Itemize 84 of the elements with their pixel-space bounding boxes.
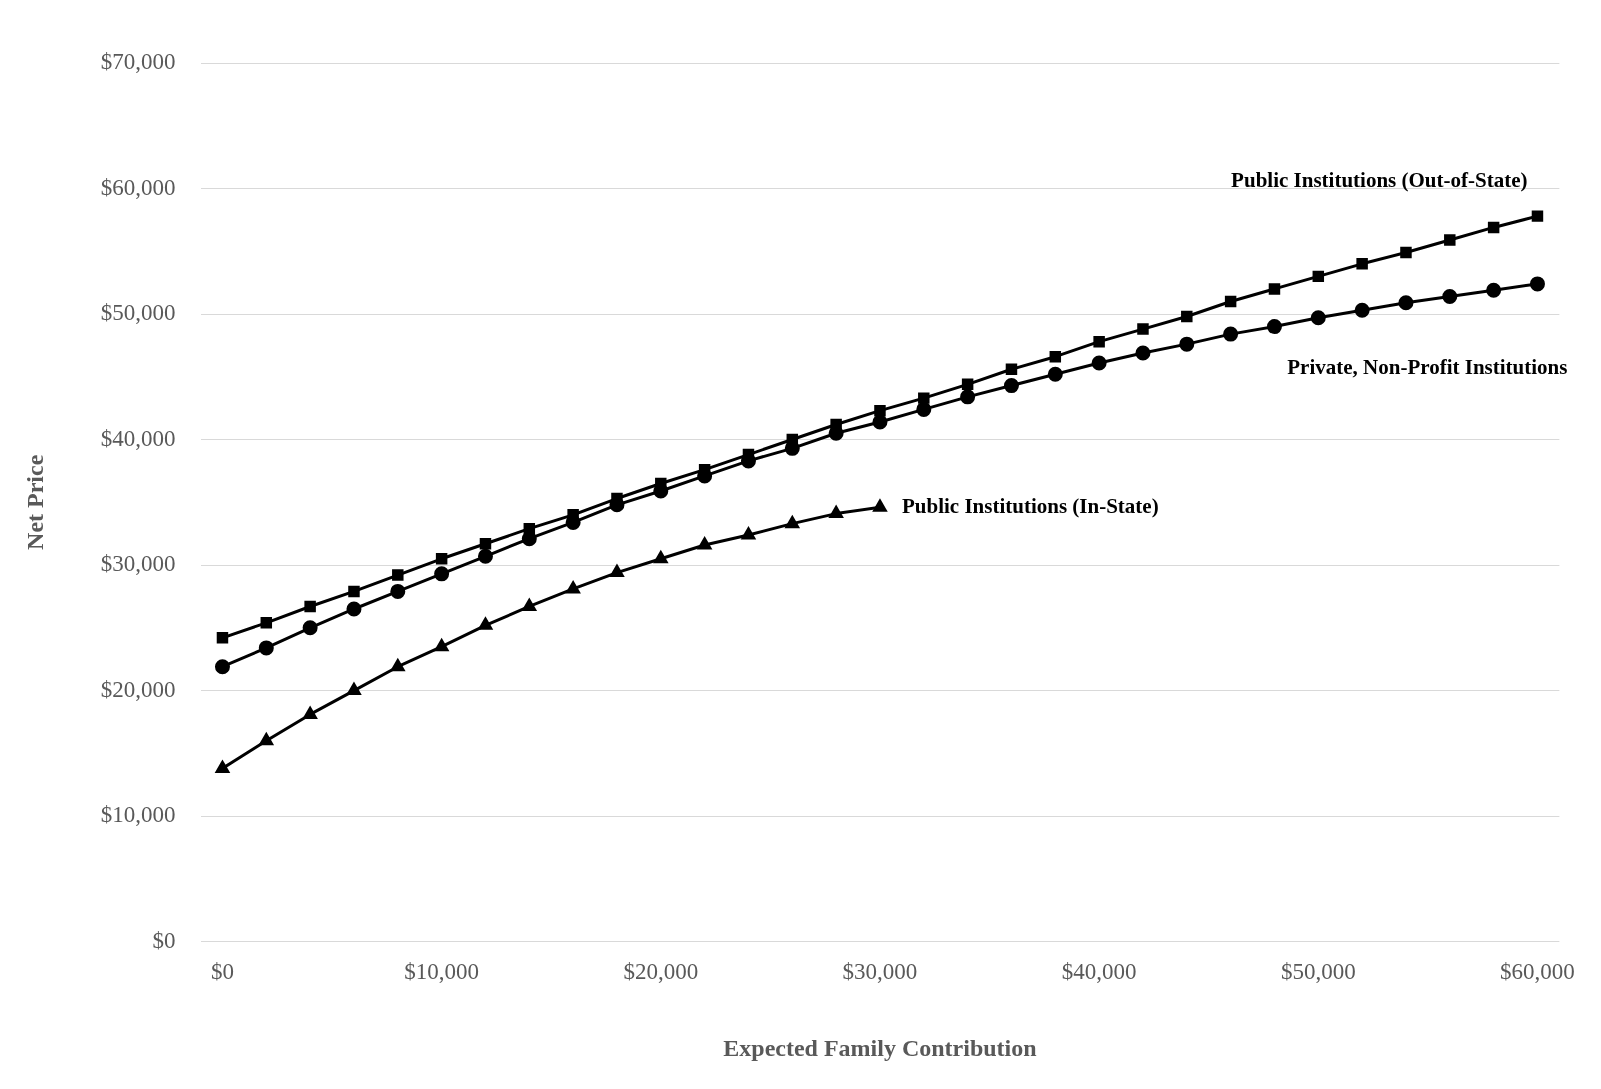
point [872,414,888,430]
point [260,617,273,629]
point [961,378,974,391]
point [785,516,799,529]
point [348,585,360,598]
point [347,683,361,696]
point [1093,335,1105,348]
point [1268,283,1281,295]
point [1049,350,1062,363]
x-tick-label: $60,000 [1500,959,1575,985]
point [1091,355,1107,371]
point [435,553,448,565]
y-tick-label: $30,000 [100,551,176,577]
point [1312,270,1325,283]
x-tick-label: $0 [210,959,234,985]
x-tick-label: $50,000 [1280,959,1356,985]
point [479,537,492,550]
x-tick-label: $30,000 [842,959,918,985]
y-tick-label: $0 [152,927,176,953]
point [873,499,887,512]
point [1266,319,1282,335]
point [390,583,406,599]
point [786,433,799,446]
point [874,404,886,417]
point [1135,345,1151,361]
point [1354,302,1370,318]
point [259,733,273,746]
point [1442,288,1458,304]
series-label: Public Institutions (In-State) [901,493,1159,518]
point [346,601,362,617]
x-tick-label: $20,000 [623,959,699,985]
point [1487,221,1500,234]
point [303,706,317,719]
point [1310,310,1326,326]
point [1223,326,1239,342]
point [214,659,230,675]
point [1400,246,1412,259]
point [477,548,493,564]
y-tick-label: $40,000 [100,425,176,451]
x-axis-title: Expected Family Contribution [723,1034,1037,1061]
point [522,598,536,611]
point [1531,210,1544,222]
point [697,537,712,550]
x-tick-label: $40,000 [1061,959,1137,985]
point [434,639,449,652]
point [654,551,668,564]
y-tick-label: $60,000 [100,174,176,200]
point [960,389,976,405]
y-tick-label: $50,000 [100,300,176,326]
point [610,565,624,578]
point [1486,282,1502,298]
y-tick-label: $20,000 [100,676,176,702]
point [1529,276,1545,292]
point [1003,378,1019,394]
y-tick-label: $10,000 [100,802,176,828]
point [566,581,580,594]
point [523,522,536,535]
y-tick-label: $70,000 [100,49,176,75]
point [1356,258,1368,270]
point [1181,310,1193,323]
point [478,617,493,630]
point [1047,366,1063,382]
point [916,401,932,417]
x-tick-label: $10,000 [404,959,480,985]
point [392,569,404,581]
point [434,566,450,582]
point [1179,336,1195,352]
point [1444,234,1456,246]
point [1137,323,1149,335]
point [215,760,230,773]
point [918,392,930,404]
point [741,527,756,540]
point [1224,295,1237,308]
point [258,640,274,656]
point [302,620,318,636]
point [829,506,843,519]
point [1005,363,1018,375]
y-axis-title: Net Price [21,454,48,550]
series-label: Public Institutions (Out-of-State) [1231,167,1528,192]
point [304,600,316,613]
series-label: Private, Non-Profit Institutions [1287,355,1568,380]
point [391,659,405,672]
point [1398,295,1414,311]
point [216,632,229,644]
